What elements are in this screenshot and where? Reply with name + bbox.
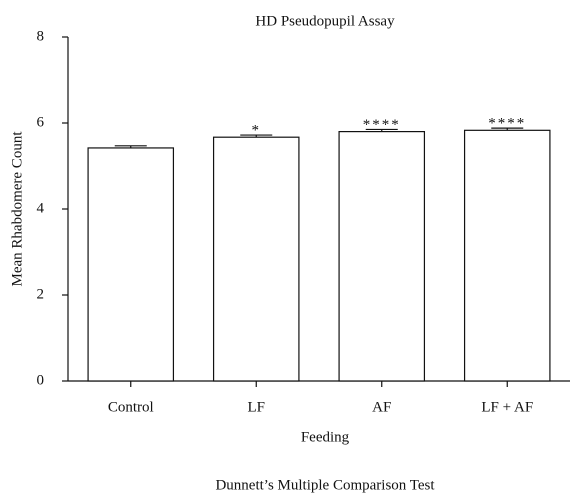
footer: Dunnett’s Multiple Comparison Test [215, 477, 435, 493]
y-tick-label: 8 [37, 28, 45, 44]
bar [338, 131, 426, 382]
y-tick-label: 6 [37, 114, 45, 130]
error-bar [114, 145, 147, 148]
y-tick-label: 2 [37, 286, 45, 302]
error-bar [365, 128, 398, 132]
x-axis-label: Feeding [301, 429, 350, 445]
x-tick-label: Control [108, 399, 154, 415]
y-tick-label: 4 [37, 200, 45, 216]
bar [463, 129, 551, 382]
significance-label: **** [488, 116, 526, 132]
x-tick-label: AF [372, 399, 391, 415]
significance-label: * [252, 122, 262, 138]
chart-title: HD Pseudopupil Assay [255, 13, 395, 29]
y-axis-label: Mean Rhabdomere Count [9, 131, 25, 287]
x-tick-label: LF + AF [481, 399, 533, 415]
bar [87, 147, 175, 382]
y-tick-label: 0 [37, 372, 45, 388]
error-bar [491, 127, 524, 131]
x-tick-label: LF [247, 399, 265, 415]
bar [212, 136, 300, 382]
error-bar [240, 134, 273, 138]
significance-label: **** [363, 117, 401, 133]
